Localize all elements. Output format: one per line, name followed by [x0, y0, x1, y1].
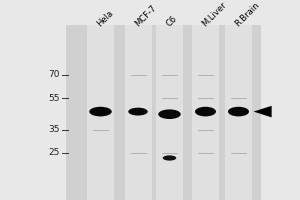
Text: 35: 35	[49, 125, 60, 134]
Text: 25: 25	[49, 148, 60, 157]
Text: R.Brain: R.Brain	[234, 1, 262, 28]
Bar	[225, 25, 252, 200]
Text: MCF-7: MCF-7	[133, 3, 158, 28]
Ellipse shape	[89, 107, 112, 116]
Text: M.Liver: M.Liver	[201, 0, 229, 28]
Bar	[192, 25, 219, 200]
Ellipse shape	[195, 107, 216, 116]
Ellipse shape	[163, 155, 176, 161]
Bar	[156, 25, 183, 200]
Text: C6: C6	[165, 14, 179, 28]
Bar	[124, 25, 152, 200]
Text: 70: 70	[49, 70, 60, 79]
Text: Hela: Hela	[96, 9, 116, 28]
Ellipse shape	[228, 107, 249, 116]
Bar	[66, 25, 261, 200]
Text: 55: 55	[49, 94, 60, 103]
Ellipse shape	[158, 109, 181, 119]
Polygon shape	[254, 106, 272, 117]
Bar	[87, 25, 114, 200]
Ellipse shape	[128, 108, 148, 116]
